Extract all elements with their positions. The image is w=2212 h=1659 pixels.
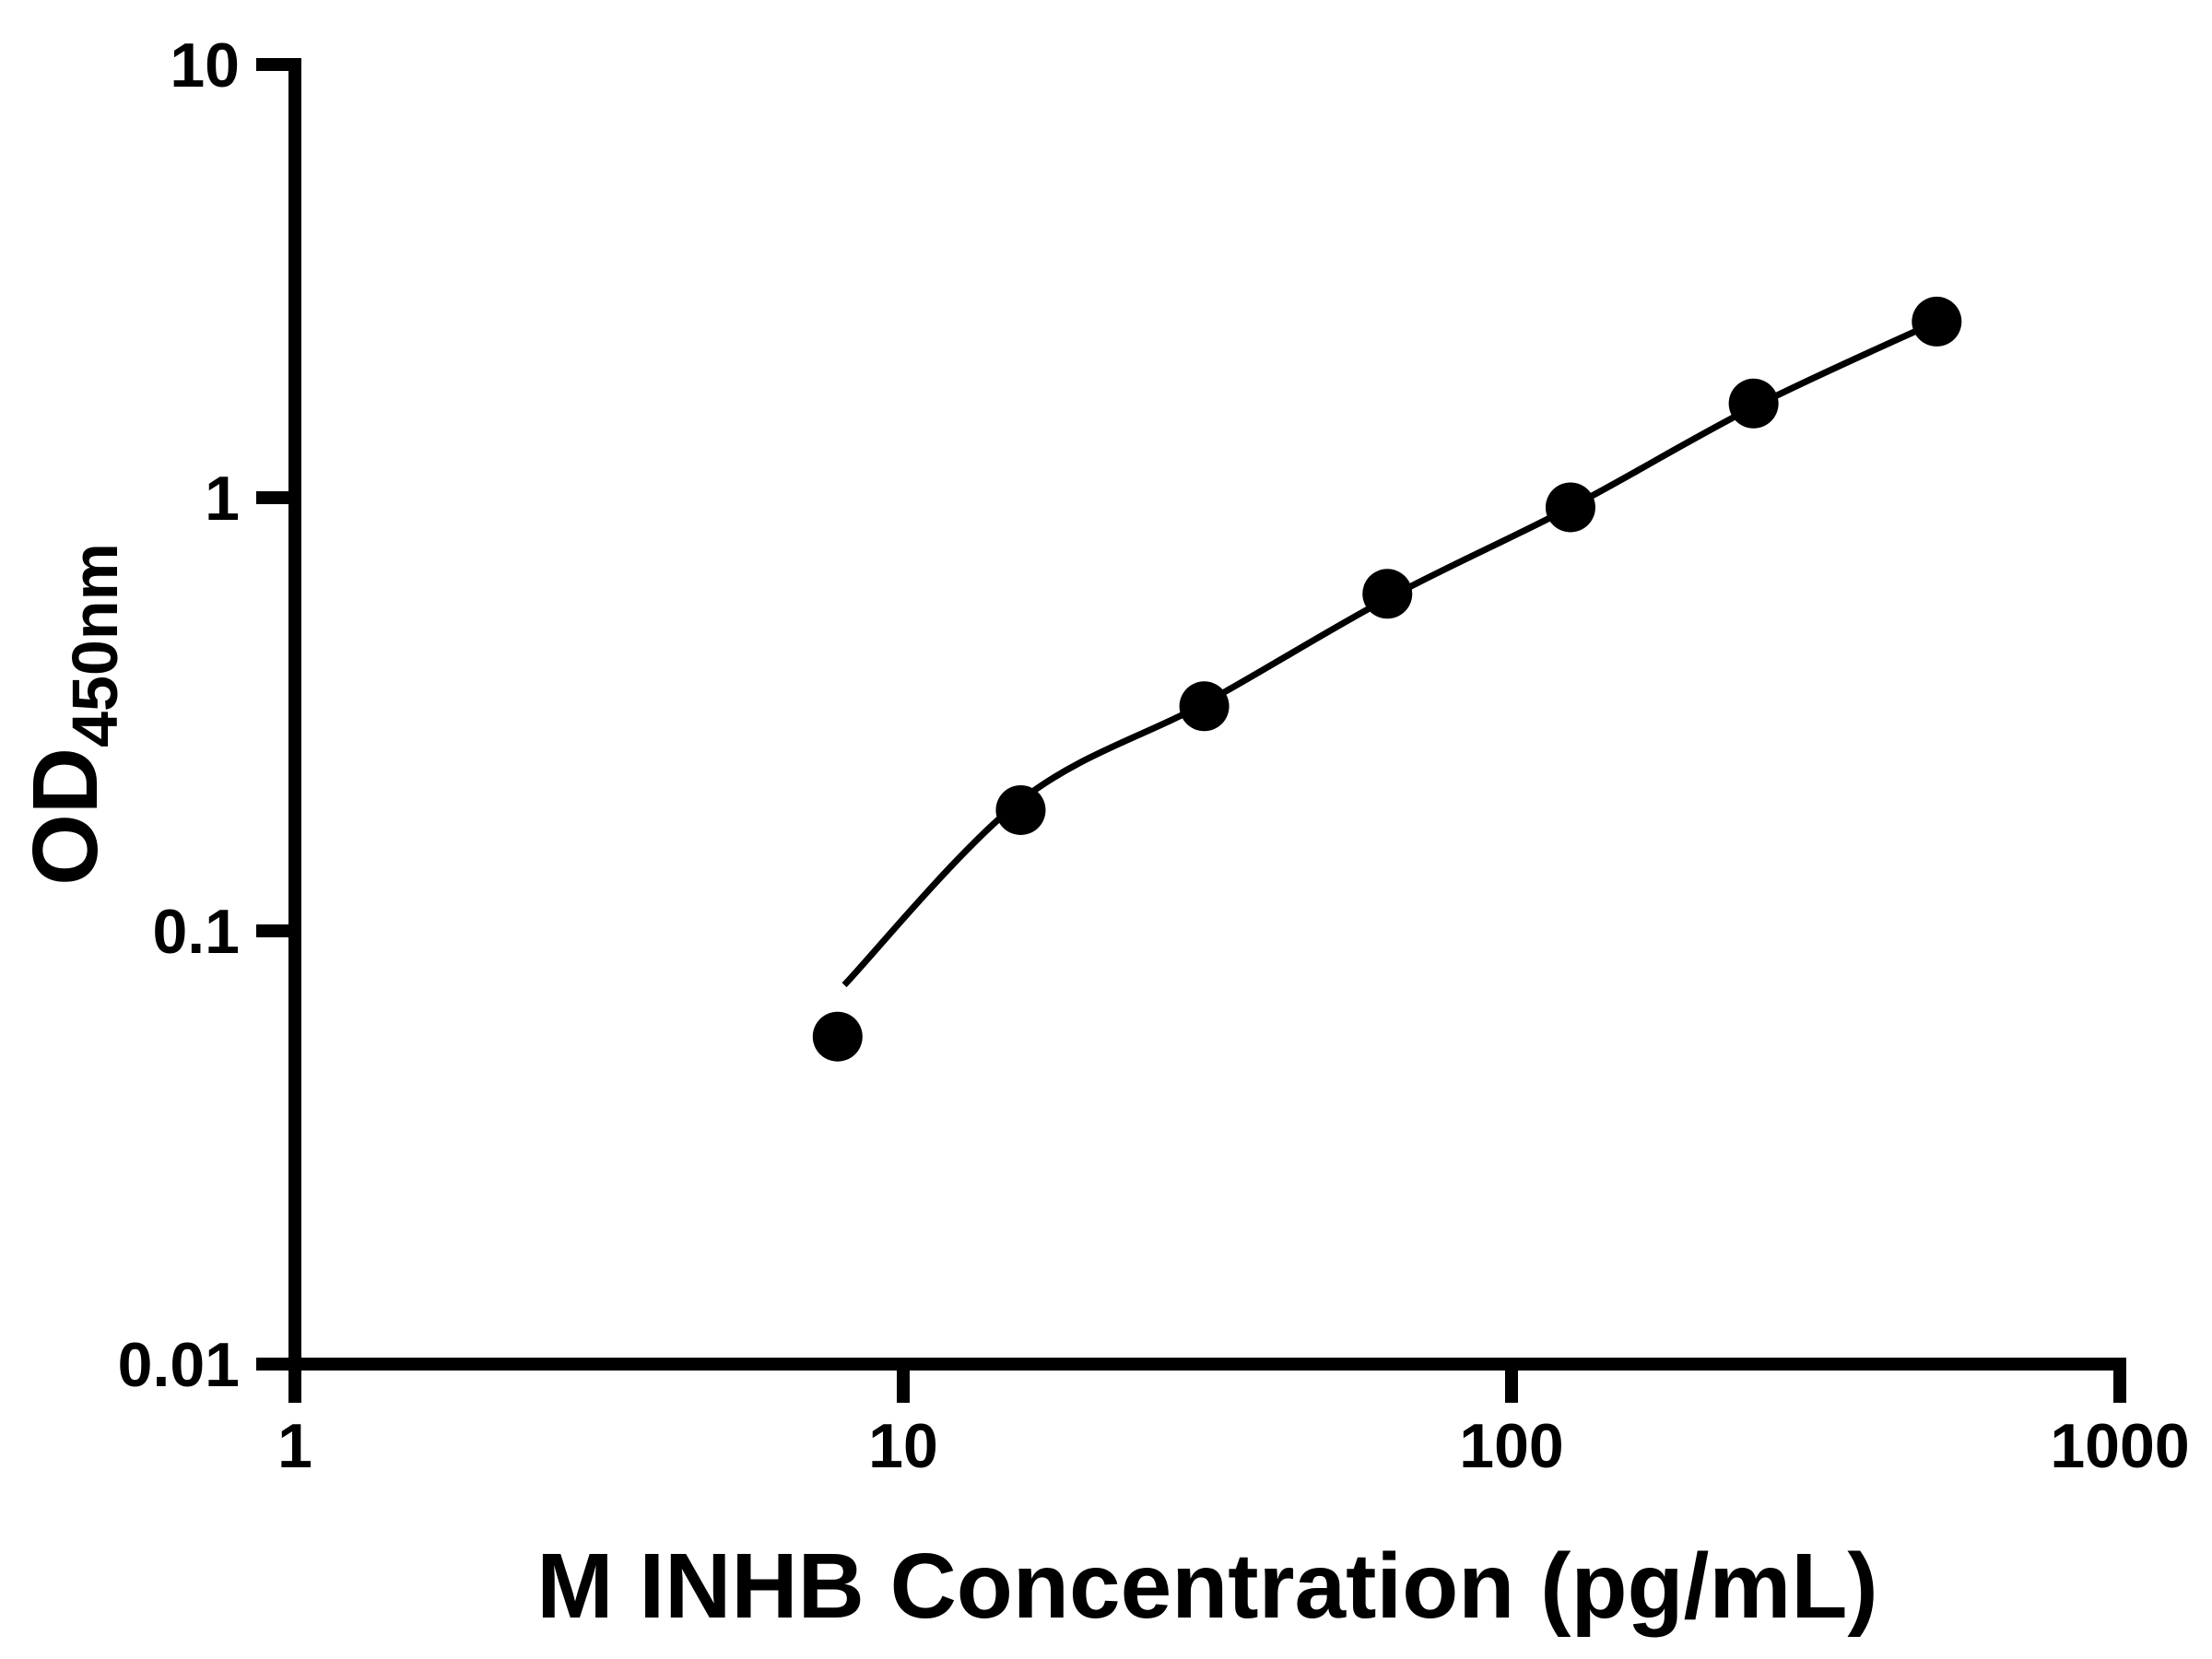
- y-axis-title: OD450nm: [14, 543, 131, 886]
- data-point: [1728, 378, 1779, 429]
- y-tick-label: 10: [170, 30, 240, 100]
- fit-curve: [841, 318, 1938, 988]
- data-point: [1179, 681, 1230, 732]
- y-tick-label: 1: [205, 464, 240, 534]
- data-point: [1912, 296, 1962, 347]
- data-point: [1362, 569, 1413, 619]
- y-tick-label: 0.1: [152, 897, 240, 967]
- data-point: [995, 784, 1046, 835]
- y-tick-label: 0.01: [118, 1330, 240, 1400]
- data-point: [1545, 482, 1595, 533]
- x-tick-label: 1: [277, 1411, 312, 1481]
- x-tick-label: 10: [868, 1411, 938, 1481]
- data-point: [812, 1011, 863, 1062]
- x-tick-label: 100: [1459, 1411, 1563, 1481]
- x-tick-label: 1000: [2050, 1411, 2189, 1481]
- x-axis-title: M INHB Concentration (pg/mL): [536, 1535, 1877, 1638]
